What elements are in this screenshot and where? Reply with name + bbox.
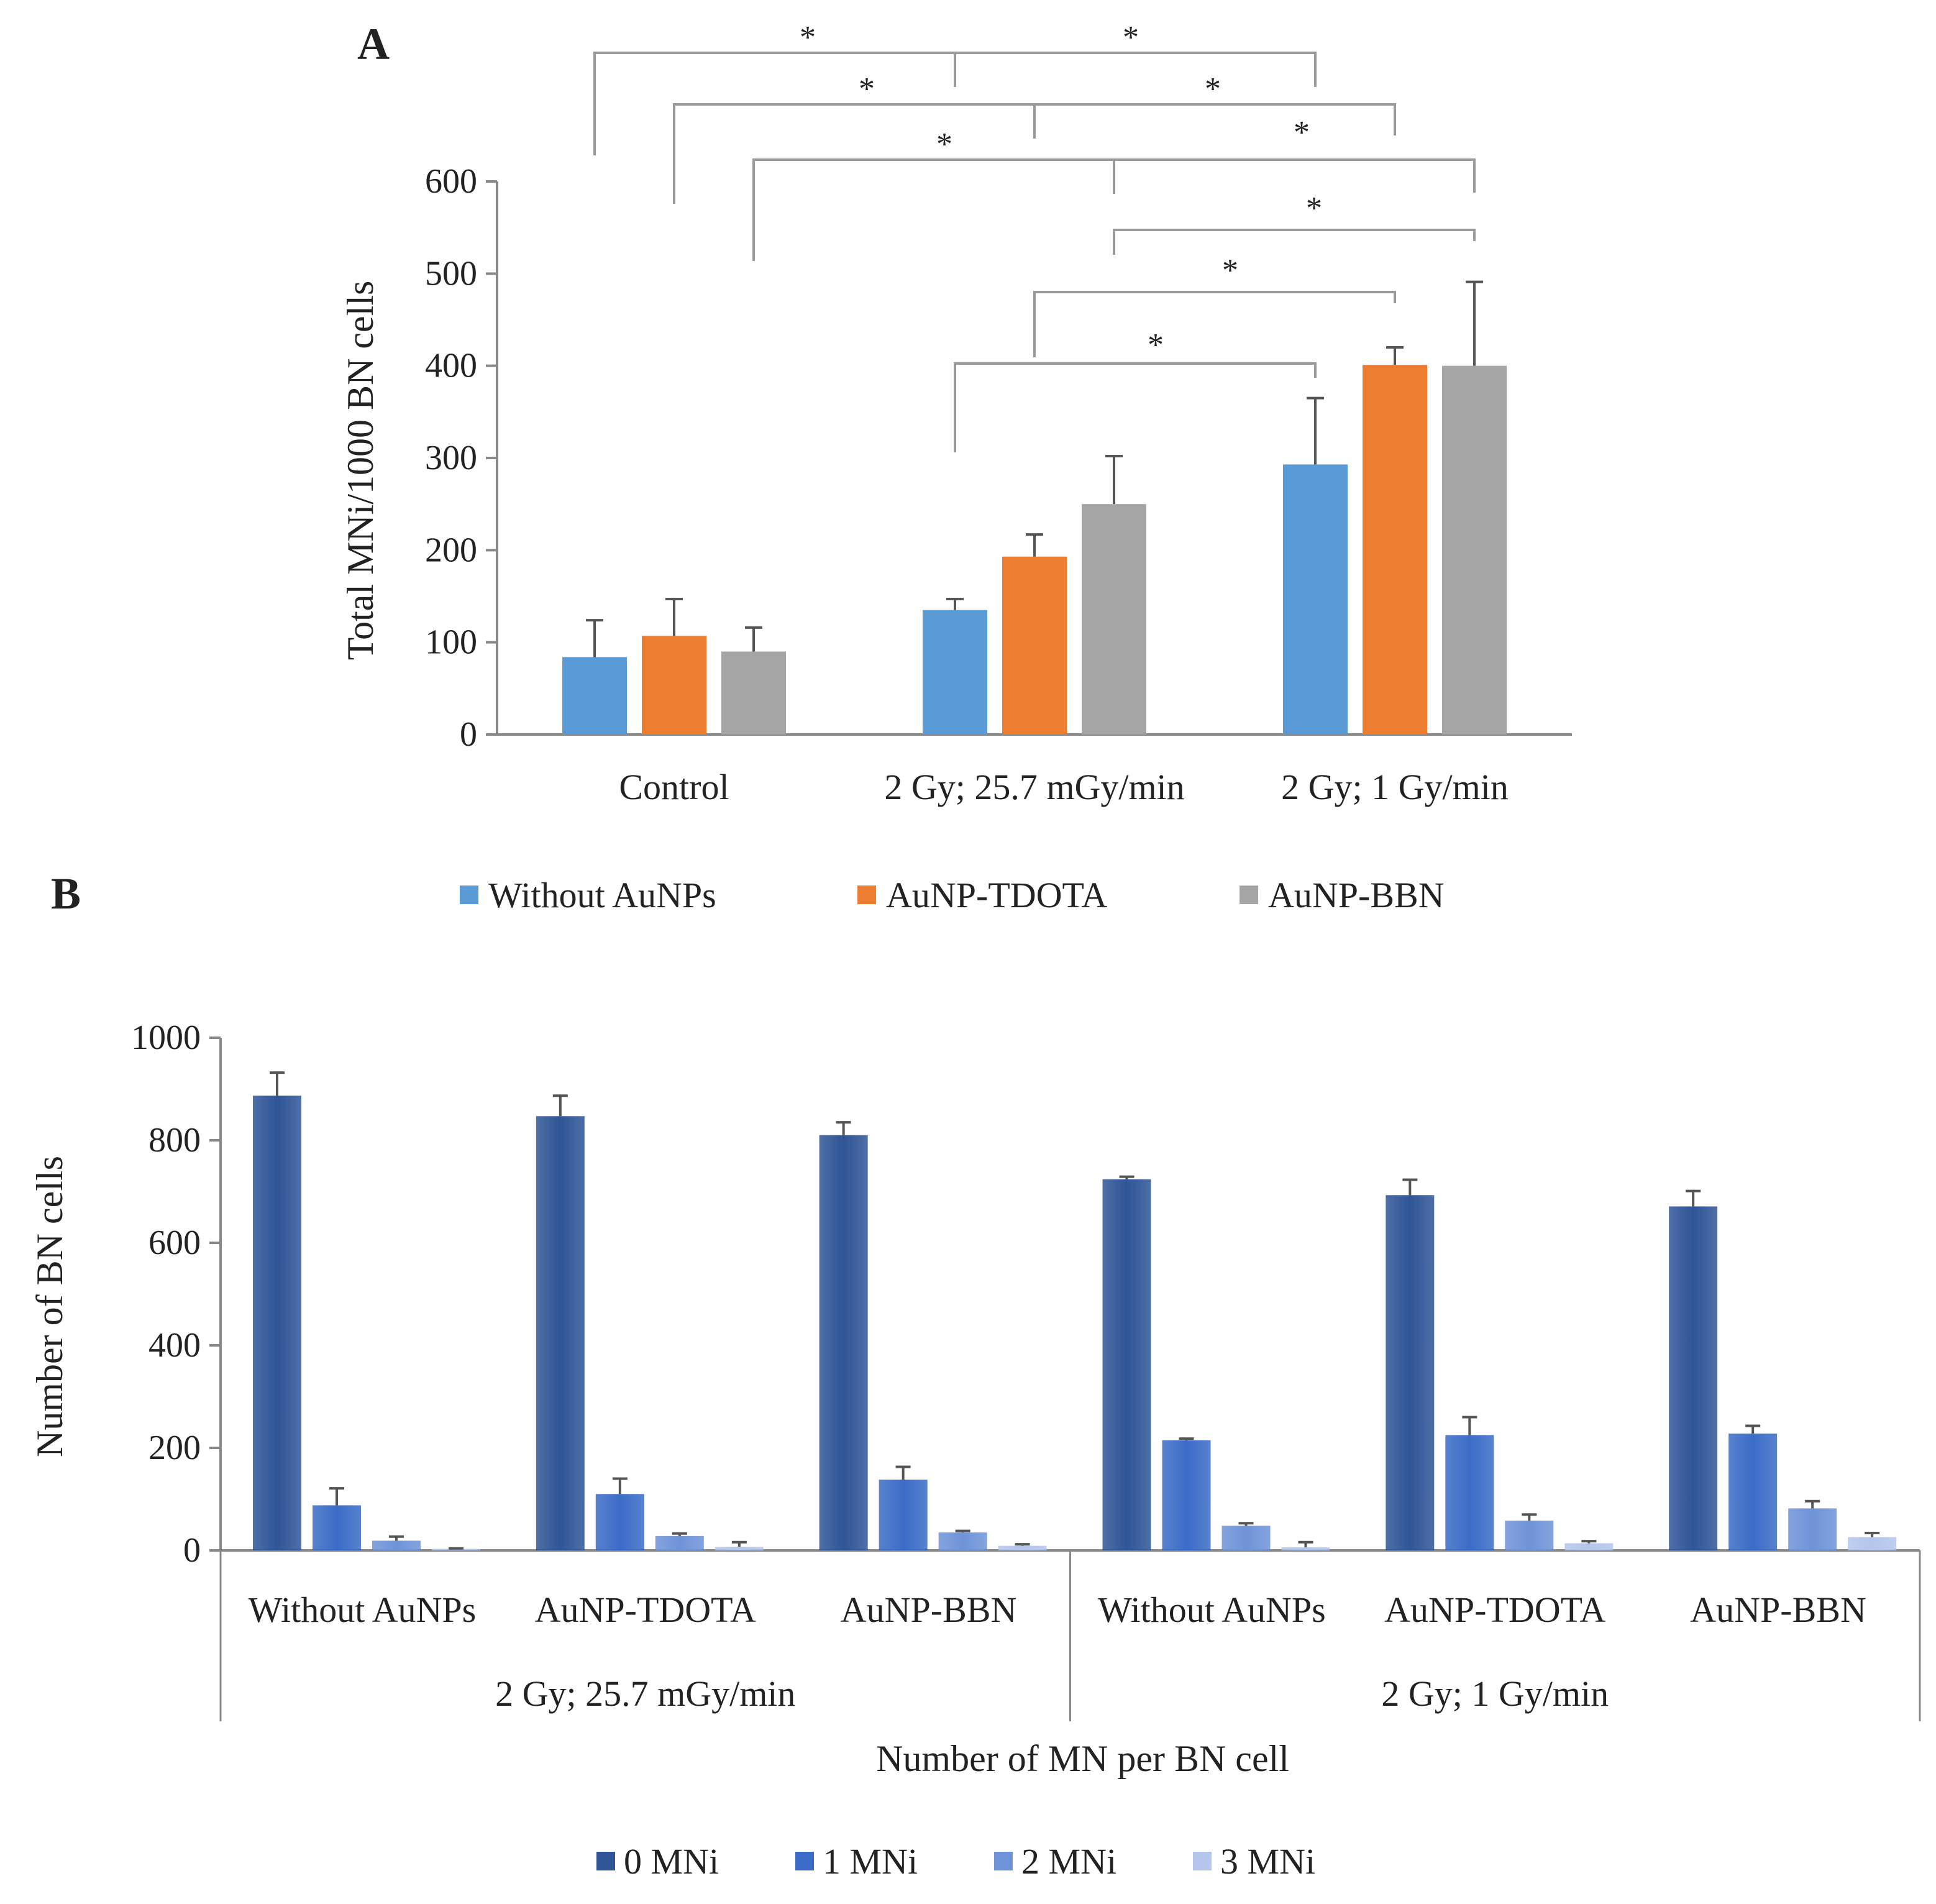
x-axis-title: Number of MN per BN cell [876, 1738, 1289, 1779]
legend-label: Without AuNPs [488, 875, 716, 915]
bar [721, 651, 786, 735]
bar [432, 1549, 480, 1550]
significance-star: * [800, 20, 816, 55]
legend-swatch [1240, 886, 1258, 904]
bar [562, 657, 627, 735]
bar [1505, 1521, 1554, 1550]
y-axis-title: Number of BN cells [29, 1156, 70, 1457]
legend-label: 2 MNi [1021, 1841, 1116, 1882]
bar [1445, 1435, 1494, 1550]
bar [1162, 1440, 1211, 1550]
group-label: 2 Gy; 1 Gy/min [1381, 1673, 1609, 1714]
bar [819, 1135, 868, 1550]
category-label: AuNP-TDOTA [1384, 1590, 1605, 1630]
legend-label: AuNP-BBN [1268, 875, 1445, 915]
legend-swatch [596, 1852, 615, 1870]
y-tick-label: 300 [425, 439, 477, 477]
y-tick-label: 600 [148, 1224, 201, 1262]
bar [1788, 1508, 1837, 1550]
bar [998, 1545, 1047, 1550]
bar [1102, 1179, 1151, 1550]
legend-label: 0 MNi [624, 1841, 719, 1882]
panel-a-label: A [357, 19, 390, 69]
category-label: Without AuNPs [1098, 1590, 1326, 1630]
category-label: 2 Gy; 1 Gy/min [1281, 767, 1509, 807]
significance-star: * [1294, 115, 1310, 150]
bar [595, 1494, 644, 1550]
y-tick-label: 500 [425, 254, 477, 293]
group-label: 2 Gy; 25.7 mGy/min [495, 1673, 795, 1714]
bar [372, 1540, 421, 1550]
legend-label: 1 MNi [823, 1841, 918, 1882]
legend-swatch [460, 886, 478, 904]
bar [879, 1480, 928, 1550]
bar [1848, 1537, 1897, 1550]
bar [938, 1532, 987, 1550]
bar [1386, 1195, 1435, 1550]
significance-bracket [1033, 291, 1396, 357]
significance-bracket [1113, 229, 1476, 255]
y-tick-label: 600 [425, 162, 477, 201]
significance-star: * [1205, 71, 1221, 107]
panel-b-label: B [51, 869, 81, 918]
category-label: Control [619, 767, 729, 807]
y-tick-label: 1000 [131, 1018, 201, 1057]
bar [313, 1505, 361, 1550]
bar [1728, 1433, 1778, 1550]
y-tick-label: 100 [425, 623, 477, 662]
legend-label: 3 MNi [1220, 1841, 1315, 1882]
bar [1283, 464, 1348, 735]
legend-swatch [994, 1852, 1013, 1870]
chart-b: 0 200 400 600 800 1000 Number of BN cells Witho… [29, 1018, 1921, 1882]
bar [1442, 365, 1507, 735]
bar [536, 1116, 585, 1550]
significance-star: * [1222, 253, 1238, 288]
y-tick-label: 400 [148, 1326, 201, 1365]
legend-swatch [857, 886, 876, 904]
significance-star: * [1306, 191, 1322, 226]
significance-star: * [859, 71, 875, 107]
legend-label: AuNP-TDOTA [886, 875, 1107, 915]
bar [642, 636, 706, 735]
bar [715, 1547, 764, 1550]
significance-star: * [936, 127, 952, 162]
bar [1363, 365, 1427, 735]
legend-swatch [1193, 1852, 1212, 1870]
category-label: AuNP-BBN [1690, 1590, 1866, 1630]
bar [923, 610, 987, 735]
y-tick-label: 0 [183, 1531, 201, 1570]
bar [1221, 1526, 1271, 1550]
bar [1002, 556, 1067, 735]
bar [1281, 1547, 1330, 1550]
y-tick-label: 0 [460, 715, 477, 754]
category-label: AuNP-TDOTA [535, 1590, 756, 1630]
category-label: 2 Gy; 25.7 mGy/min [884, 767, 1184, 807]
bar [253, 1096, 301, 1550]
y-tick-label: 200 [425, 531, 477, 569]
bar [1564, 1543, 1614, 1550]
bar [1082, 504, 1146, 735]
y-tick-label: 400 [425, 347, 477, 385]
bar [655, 1536, 704, 1550]
y-axis-title: Total MNi/1000 BN cells [340, 281, 381, 661]
category-label: Without AuNPs [249, 1590, 477, 1630]
y-tick-label: 800 [148, 1121, 201, 1160]
y-tick-label: 200 [148, 1429, 201, 1467]
significance-star: * [1148, 327, 1164, 363]
legend-swatch [795, 1852, 814, 1870]
significance-star: * [1123, 20, 1139, 55]
category-label: AuNP-BBN [841, 1590, 1017, 1630]
chart-a: 0 100 200 300 400 500 600 Total MNi/1000 BN cel… [340, 20, 1572, 915]
bar [1669, 1206, 1718, 1550]
significance-bracket [954, 362, 1317, 452]
